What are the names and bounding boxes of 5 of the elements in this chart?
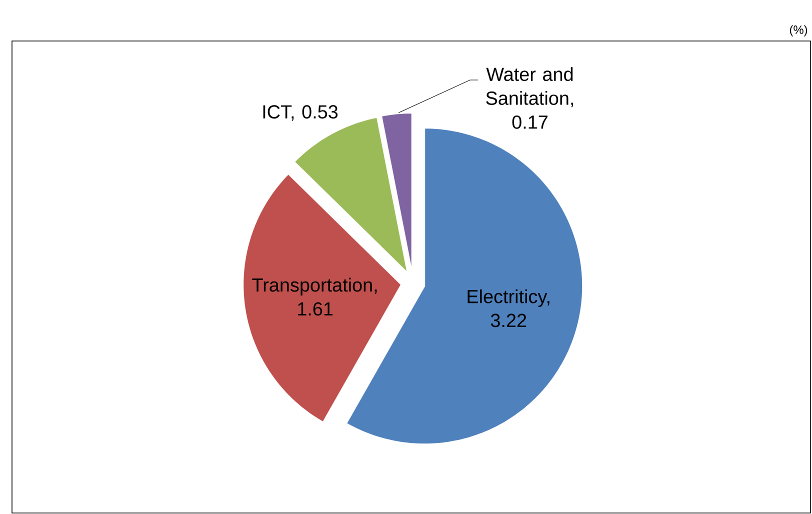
data-label: Water and Sanitation, 0.17 bbox=[486, 67, 574, 129]
text: (%) bbox=[790, 25, 808, 36]
data-label: ICT, 0.53 bbox=[263, 105, 338, 121]
data-label: Transportation, 1.61 bbox=[252, 278, 377, 316]
data-label: Electriticy, 3.22 bbox=[468, 289, 550, 328]
